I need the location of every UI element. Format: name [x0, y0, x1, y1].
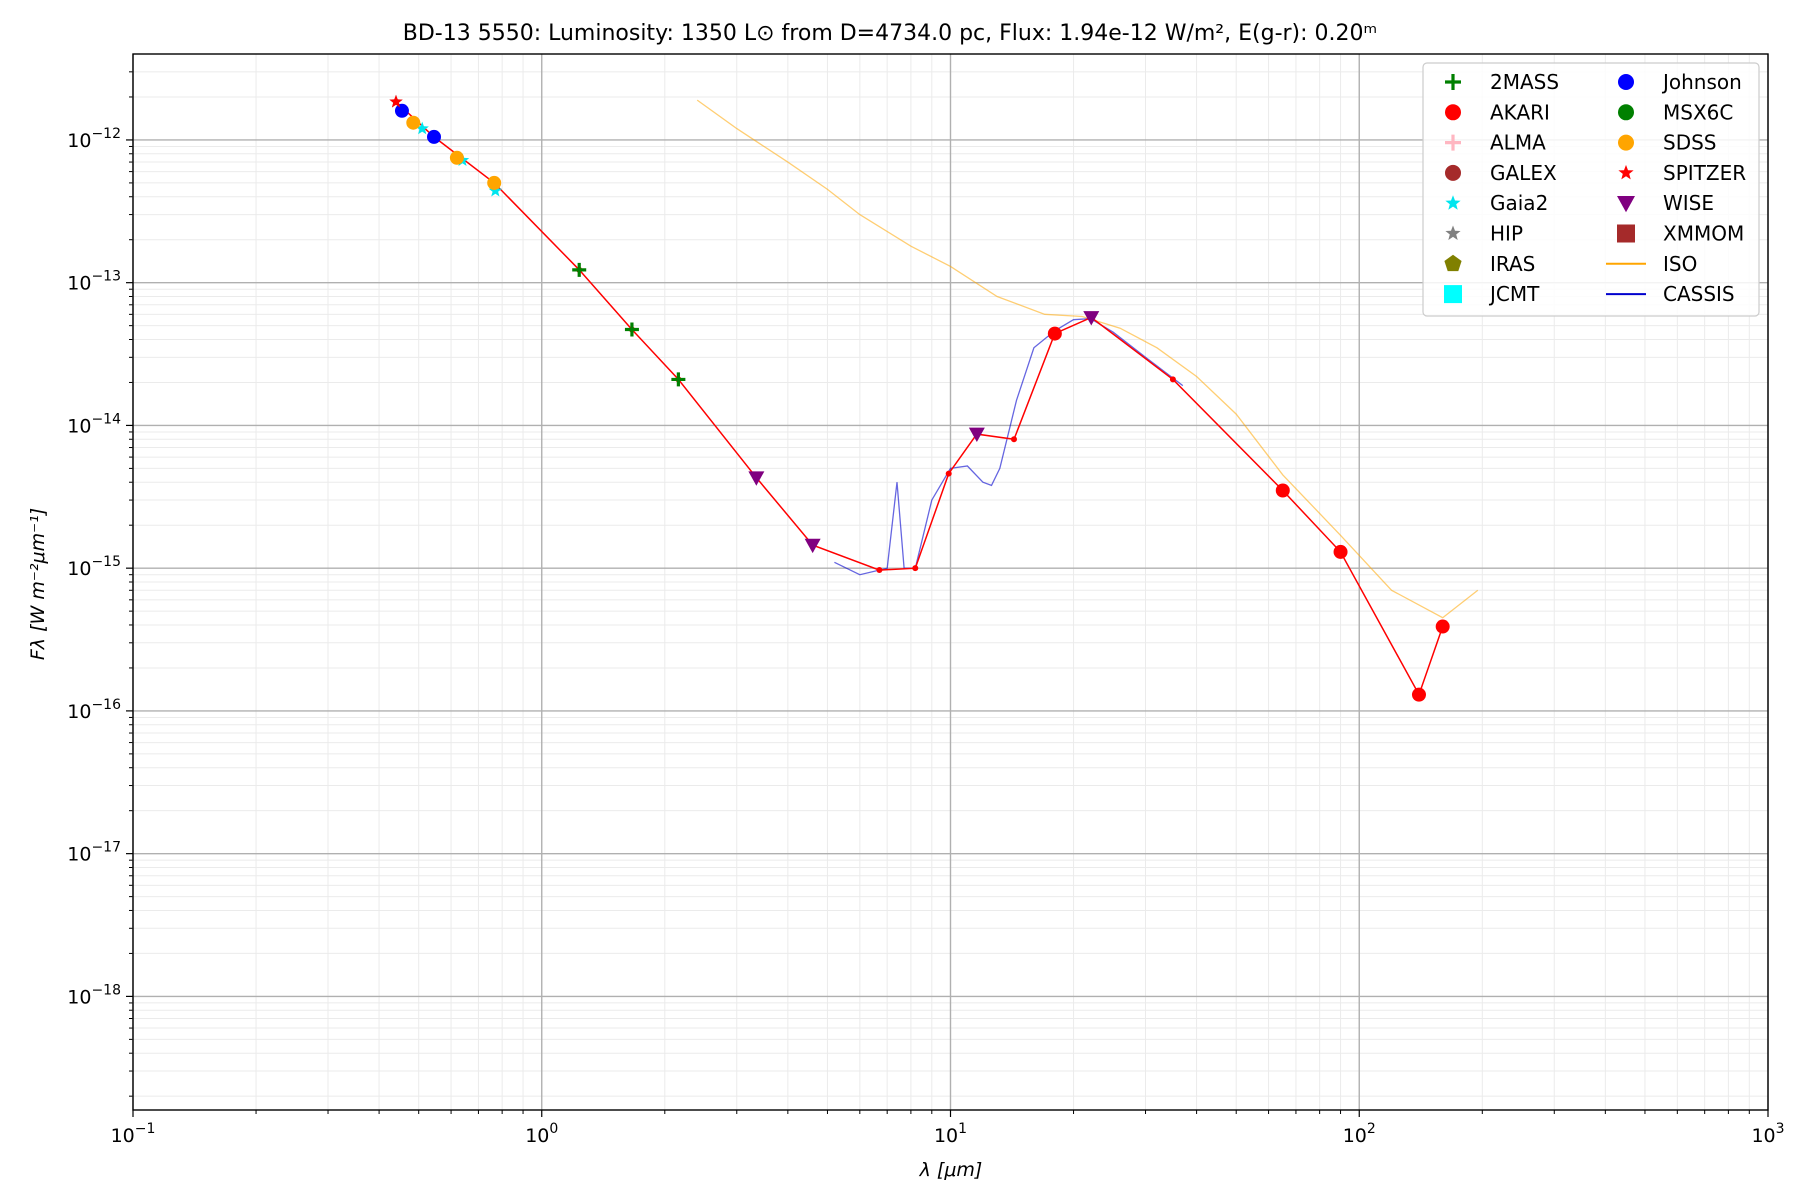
- y-tick-label: 10−14: [67, 411, 121, 437]
- legend-label-iras: IRAS: [1490, 252, 1535, 276]
- y-tick-label: 10−17: [67, 840, 121, 866]
- marker-wise: [804, 538, 821, 554]
- legend-marker-johnson: [1618, 74, 1634, 90]
- x-tick-label: 103: [1751, 1121, 1784, 1147]
- x-tick-label: 101: [934, 1121, 967, 1147]
- marker-johnson: [394, 103, 409, 118]
- legend-label-johnson: Johnson: [1661, 70, 1742, 94]
- legend-marker-hip: [1445, 225, 1461, 240]
- legend-label-iso: ISO: [1663, 252, 1697, 276]
- marker-2mass: [624, 322, 639, 337]
- sed-line: [395, 101, 1444, 697]
- marker-akari: [1435, 619, 1450, 634]
- legend-label-msx6c: MSX6C: [1663, 100, 1733, 124]
- legend-label-gaia2: Gaia2: [1490, 191, 1548, 215]
- y-tick-label: 10−18: [67, 982, 121, 1008]
- legend-label-akari: AKARI: [1490, 100, 1550, 124]
- legend-label-2mass: 2MASS: [1490, 70, 1559, 94]
- marker-2mass: [572, 262, 587, 277]
- y-tick-label: 10−16: [67, 697, 121, 723]
- marker-akari: [1275, 483, 1290, 498]
- y-tick-label: 10−12: [67, 126, 121, 152]
- marker-spitzer: [389, 94, 403, 108]
- legend-marker-msx6c: [1618, 104, 1634, 121]
- y-tick-label: 10−15: [67, 554, 121, 580]
- legend-marker-galex: [1445, 164, 1461, 181]
- legend-label-jcmt: JCMT: [1488, 282, 1540, 306]
- legend-marker-iras: [1444, 254, 1462, 272]
- legend-marker-xmmom: [1617, 224, 1635, 243]
- legend-marker-sdss: [1618, 134, 1634, 151]
- legend-marker-2mass: [1445, 74, 1461, 90]
- y-axis-label: Fλ [W m⁻²μm⁻¹]: [27, 508, 49, 660]
- sed-point: [945, 470, 952, 477]
- legend-label-cassis: CASSIS: [1663, 282, 1735, 306]
- sed-point: [912, 565, 919, 572]
- x-tick-label: 102: [1343, 1121, 1376, 1147]
- marker-gaia2: [415, 121, 429, 135]
- y-tick-label: 10−13: [67, 269, 121, 295]
- legend-label-wise: WISE: [1663, 191, 1714, 215]
- legend-marker-spitzer: [1618, 164, 1634, 180]
- marker-akari: [1047, 326, 1062, 341]
- legend-marker-akari: [1445, 104, 1461, 121]
- axes-frame: [132, 53, 1769, 1111]
- marker-sdss: [487, 175, 502, 190]
- legend-label-hip: HIP: [1490, 222, 1523, 246]
- marker-wise: [748, 471, 765, 486]
- sed-point: [1010, 436, 1017, 443]
- legend: 2MASS AKARI ALMA GALEX Gaia2 HIP IRAS JCMT Johns…: [1422, 62, 1760, 317]
- legend-marker-alma: [1445, 134, 1461, 151]
- spectrum-iso: [696, 99, 1479, 619]
- sed-point: [876, 567, 883, 574]
- legend-marker-jcmt: [1444, 285, 1462, 304]
- marker-sdss: [449, 150, 464, 165]
- marker-akari: [1411, 687, 1426, 702]
- legend-label-xmmom: XMMOM: [1663, 222, 1744, 246]
- marker-johnson: [427, 129, 442, 144]
- marker-akari: [1333, 544, 1348, 559]
- marker-wise: [968, 427, 985, 443]
- x-tick-label: 100: [525, 1121, 558, 1147]
- x-tick-label: 10−1: [111, 1121, 156, 1147]
- sed-point: [1169, 376, 1176, 383]
- marker-2mass: [671, 372, 686, 387]
- marker-sdss: [406, 115, 421, 130]
- legend-label-spitzer: SPITZER: [1663, 161, 1746, 185]
- legend-label-alma: ALMA: [1490, 131, 1546, 155]
- x-axis-label: λ [μm]: [919, 1159, 983, 1181]
- legend-label-sdss: SDSS: [1663, 131, 1717, 155]
- marker-gaia2: [488, 183, 502, 197]
- legend-marker-gaia2: [1445, 195, 1461, 210]
- chart-title: BD-13 5550: Luminosity: 1350 L⊙ from D=4…: [403, 21, 1377, 46]
- marker-wise: [1083, 311, 1100, 326]
- legend-label-galex: GALEX: [1490, 161, 1557, 185]
- legend-box: [1422, 62, 1760, 317]
- legend-marker-wise: [1617, 196, 1635, 213]
